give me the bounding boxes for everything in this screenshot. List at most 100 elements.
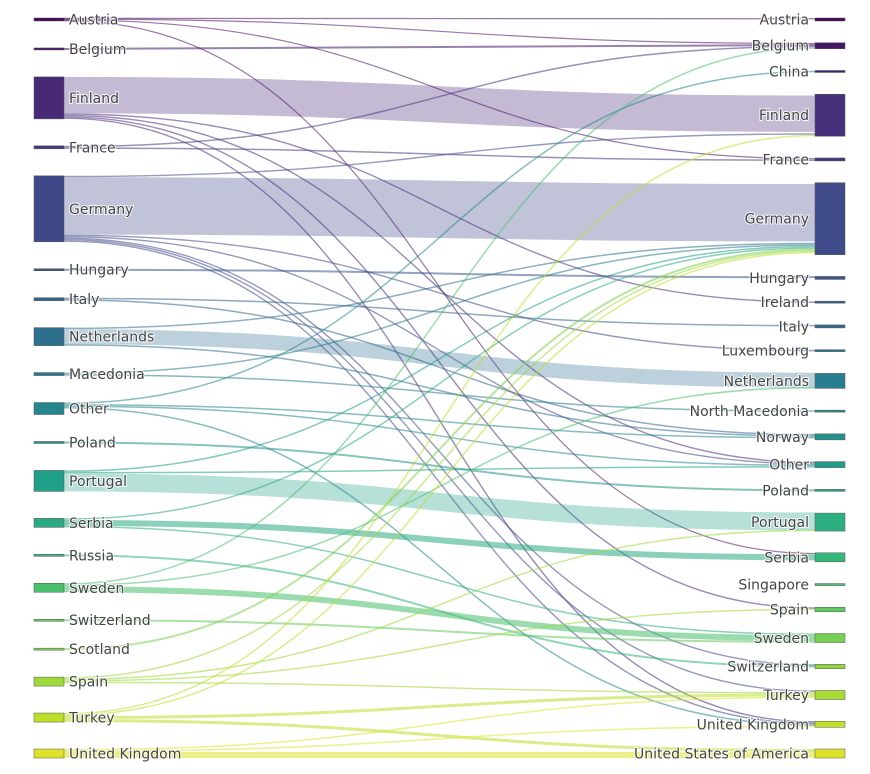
link-turkey-to-finland[interactable] [63, 134, 816, 715]
source-node-sweden[interactable] [33, 583, 65, 593]
link-finland-to-other[interactable] [63, 114, 816, 464]
source-node-france[interactable] [33, 145, 65, 150]
target-label-france: France [762, 152, 809, 168]
link-austria-to-france[interactable] [63, 19, 816, 160]
link-finland-to-spain[interactable] [63, 116, 816, 609]
link-portugal-to-portugal[interactable] [63, 473, 816, 531]
source-label-spain: Spain [69, 675, 108, 691]
source-node-portugal[interactable] [33, 470, 65, 492]
link-portugal-to-other[interactable] [63, 466, 816, 474]
target-label-spain: Spain [770, 603, 809, 619]
target-node-portugal[interactable] [814, 512, 846, 532]
link-italy-to-italy[interactable] [63, 297, 816, 327]
target-node-hungary[interactable] [814, 276, 846, 280]
link-france-to-belgium[interactable] [63, 45, 816, 148]
link-spain-to-germany[interactable] [63, 250, 816, 679]
source-node-netherlands[interactable] [33, 327, 65, 346]
link-other-to-china[interactable] [63, 70, 816, 405]
link-germany-to-germany[interactable] [63, 177, 816, 242]
target-node-singapore[interactable] [814, 583, 846, 586]
source-node-turkey[interactable] [33, 712, 65, 723]
link-turkey-to-turkey[interactable] [63, 693, 816, 720]
labels-layer: Austria Belgium Finland France Germany Hungar… [67, 12, 810, 764]
source-node-belgium[interactable] [33, 47, 65, 51]
link-germany-to-switzerland[interactable] [63, 237, 816, 666]
source-node-hungary[interactable] [33, 268, 65, 271]
link-germany-to-luxembourg[interactable] [63, 234, 816, 352]
target-node-other[interactable] [814, 461, 846, 468]
link-serbia-to-serbia[interactable] [63, 519, 816, 561]
source-node-macedonia[interactable] [33, 372, 65, 376]
link-germany-to-other[interactable] [63, 236, 816, 465]
target-node-ireland[interactable] [814, 300, 846, 304]
source-node-poland[interactable] [33, 441, 65, 444]
link-sweden-to-sweden[interactable] [63, 586, 816, 642]
target-node-germany[interactable] [814, 182, 846, 255]
link-germany-to-finland[interactable] [63, 133, 816, 178]
link-serbia-to-sweden[interactable] [63, 525, 816, 636]
target-node-switzerland[interactable] [814, 664, 846, 670]
target-node-china[interactable] [814, 70, 846, 73]
target-node-turkey[interactable] [814, 690, 846, 700]
link-finland-to-ireland[interactable] [63, 113, 816, 303]
target-node-france[interactable] [814, 157, 846, 162]
link-united-kingdom-to-united-kingdom[interactable] [63, 725, 816, 752]
target-label-belgium: Belgium [752, 39, 809, 55]
target-node-italy[interactable] [814, 324, 846, 329]
target-node-spain[interactable] [814, 607, 846, 613]
link-macedonia-to-germany[interactable] [63, 244, 816, 375]
source-node-scotland[interactable] [33, 647, 65, 651]
target-node-united-kingdom[interactable] [814, 721, 846, 728]
link-other-to-united-kingdom[interactable] [63, 407, 816, 726]
link-sweden-to-netherlands[interactable] [63, 386, 816, 587]
link-turkey-to-united-states-of-america[interactable] [63, 719, 816, 752]
link-finland-to-united-kingdom[interactable] [63, 117, 816, 723]
target-node-netherlands[interactable] [814, 373, 846, 389]
link-finland-to-finland[interactable] [63, 76, 816, 132]
target-label-china: China [769, 64, 809, 80]
link-spain-to-portugal[interactable] [63, 529, 816, 681]
target-node-united-states-of-america[interactable] [814, 748, 846, 759]
link-switzerland-to-sweden[interactable] [63, 619, 816, 643]
target-node-luxembourg[interactable] [814, 349, 846, 352]
target-node-norway[interactable] [814, 433, 846, 441]
source-node-germany[interactable] [33, 175, 65, 243]
link-sweden-to-belgium[interactable] [63, 47, 816, 585]
link-netherlands-to-norway[interactable] [63, 344, 816, 437]
link-macedonia-to-north-macedonia[interactable] [63, 374, 816, 412]
source-node-spain[interactable] [33, 676, 65, 687]
link-hungary-to-hungary[interactable] [63, 268, 816, 279]
target-node-austria[interactable] [814, 17, 846, 22]
link-poland-to-poland[interactable] [63, 441, 816, 492]
link-italy-to-norway[interactable] [63, 299, 816, 436]
source-node-finland[interactable] [33, 76, 65, 120]
source-node-italy[interactable] [33, 297, 65, 301]
target-node-serbia[interactable] [814, 552, 846, 563]
source-label-germany: Germany [69, 202, 133, 218]
link-netherlands-to-germany[interactable] [63, 242, 816, 330]
link-belgium-to-belgium[interactable] [63, 43, 816, 50]
source-node-united-kingdom[interactable] [33, 748, 65, 759]
source-node-other[interactable] [33, 402, 65, 415]
link-scotland-to-germany[interactable] [63, 248, 816, 651]
target-node-sweden[interactable] [814, 633, 846, 643]
link-united-kingdom-to-turkey[interactable] [63, 696, 816, 751]
target-node-poland[interactable] [814, 489, 846, 492]
link-france-to-france[interactable] [63, 147, 816, 161]
link-austria-to-serbia[interactable] [63, 20, 816, 555]
source-node-serbia[interactable] [33, 518, 65, 528]
link-austria-to-belgium[interactable] [63, 18, 816, 45]
source-node-switzerland[interactable] [33, 618, 65, 622]
link-spain-to-turkey[interactable] [63, 681, 816, 694]
source-node-austria[interactable] [33, 17, 65, 22]
link-turkey-to-germany[interactable] [63, 251, 816, 717]
target-node-belgium[interactable] [814, 42, 846, 49]
target-node-finland[interactable] [814, 93, 846, 137]
link-other-to-other[interactable] [63, 405, 816, 467]
source-node-russia[interactable] [33, 554, 65, 557]
link-other-to-norway[interactable] [63, 404, 816, 439]
link-spain-to-spain[interactable] [63, 608, 816, 682]
target-node-north-macedonia[interactable] [814, 409, 846, 413]
link-portugal-to-germany[interactable] [63, 245, 816, 472]
link-serbia-to-germany[interactable] [63, 247, 816, 520]
